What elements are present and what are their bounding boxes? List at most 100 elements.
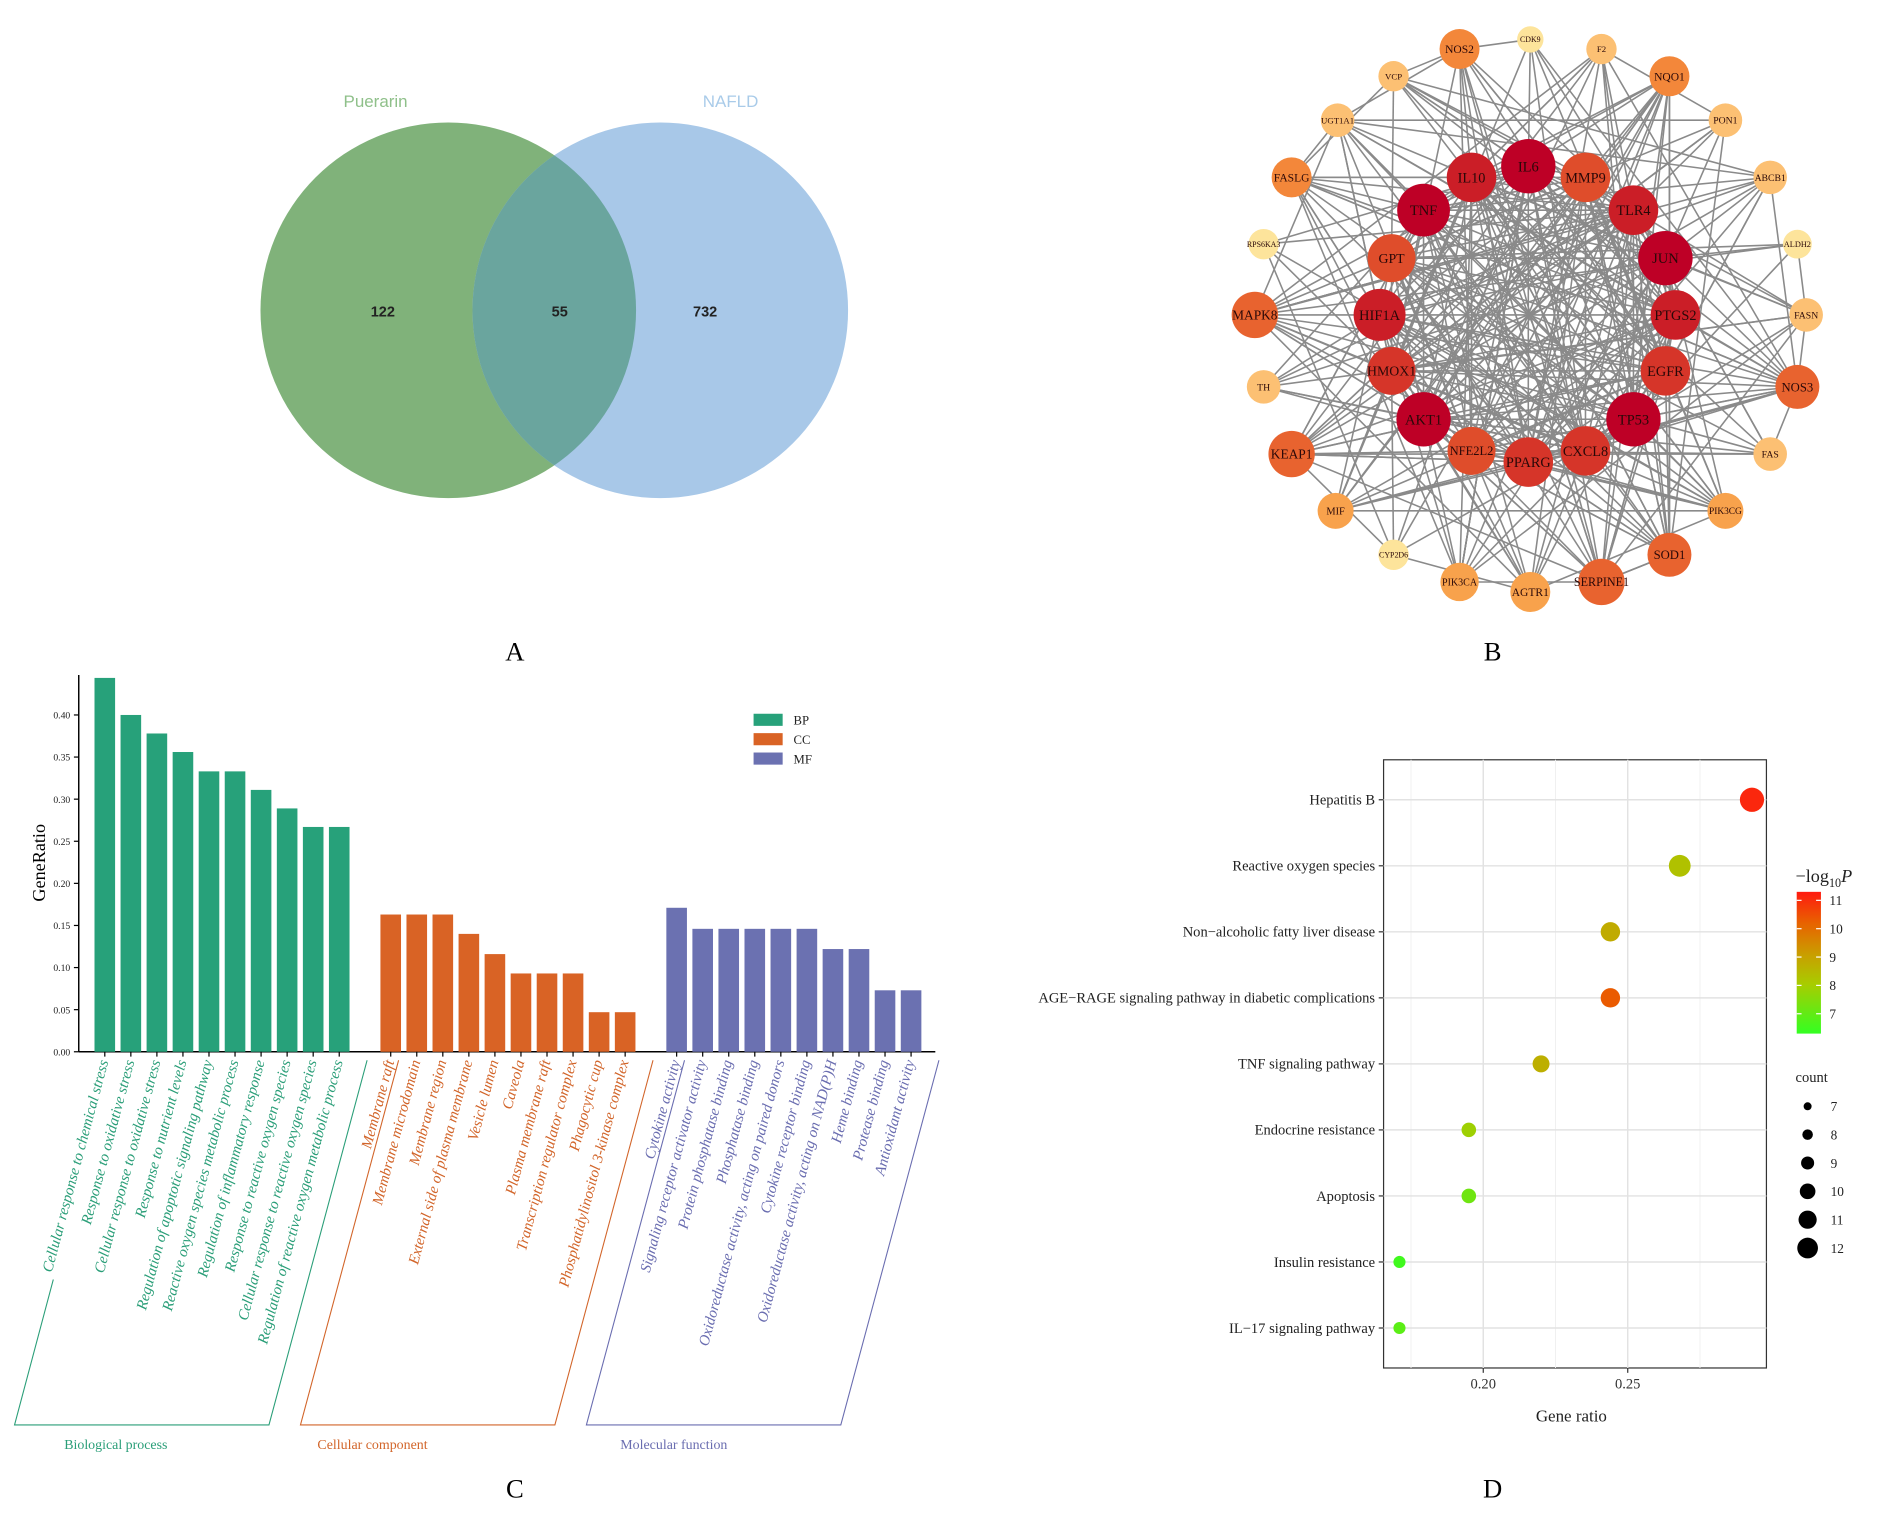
network-edge xyxy=(1390,257,1532,593)
y-tick-label: Reactive oxygen species xyxy=(1232,859,1375,875)
node-circle xyxy=(1231,291,1279,339)
data-point xyxy=(1600,988,1621,1008)
network-edge xyxy=(1458,166,1530,583)
size-legend-label: 10 xyxy=(1831,1184,1845,1199)
node-label: IL10 xyxy=(1458,170,1486,186)
color-bar-label: 10 xyxy=(1829,922,1843,937)
node-label: RPS6KA3 xyxy=(1247,240,1280,249)
network-edge xyxy=(1334,314,1381,512)
data-point xyxy=(1461,1188,1477,1204)
data-point xyxy=(1393,1321,1406,1335)
bar-bp xyxy=(302,826,324,1052)
network-node-pik3ca: PIK3CA xyxy=(1440,562,1479,602)
network-edge xyxy=(1632,257,1667,420)
network-node-faslg: FASLG xyxy=(1271,157,1312,198)
y-tick-label: 0.40 xyxy=(53,711,70,722)
network-edge xyxy=(1393,75,1771,179)
bar-bp xyxy=(120,714,142,1052)
node-circle xyxy=(1647,532,1692,577)
node-label: HIF1A xyxy=(1359,308,1401,324)
network-node-akt1: AKT1 xyxy=(1396,392,1451,447)
bar-cc xyxy=(406,914,428,1052)
y-tick-label: Endocrine resistance xyxy=(1255,1123,1376,1139)
network-edge xyxy=(1391,257,1634,420)
network-node-jun: JUN xyxy=(1638,230,1693,286)
y-tick-label: 0.00 xyxy=(53,1047,70,1058)
network-edge xyxy=(1290,48,1603,455)
category-bracket xyxy=(299,1060,654,1426)
bar-cc xyxy=(536,973,558,1052)
y-tick-label: Non−alcoholic fatty liver disease xyxy=(1183,925,1375,941)
color-bar-label: 7 xyxy=(1829,1007,1836,1022)
size-legend-dot xyxy=(1798,1210,1817,1229)
node-label: AKT1 xyxy=(1405,412,1442,428)
network-node-il6: IL6 xyxy=(1501,139,1556,194)
size-legend-label: 7 xyxy=(1831,1099,1838,1114)
node-label: VCP xyxy=(1385,71,1402,81)
node-circle xyxy=(1510,572,1551,612)
node-label: CXCL8 xyxy=(1563,444,1608,460)
node-label: MAPK8 xyxy=(1232,308,1278,323)
node-circle xyxy=(1353,288,1406,341)
node-label: CYP2D6 xyxy=(1379,551,1408,560)
color-bar-label: 9 xyxy=(1829,950,1836,965)
network-edge xyxy=(1422,209,1671,556)
bar-bp xyxy=(224,771,246,1052)
network-node-agtr1: AGTR1 xyxy=(1510,572,1551,612)
panel-label-d: D xyxy=(1483,1474,1502,1504)
network-node-mapk8: MAPK8 xyxy=(1231,291,1279,339)
ppi-network: NOS2 CDK9 F2 NQO1 VCP UGT1A1 PON1 FASLG ABCB1 RPS… xyxy=(1231,26,1823,612)
bar-mf xyxy=(770,928,792,1052)
node-label: SERPINE1 xyxy=(1574,575,1629,589)
size-legend-label: 11 xyxy=(1831,1213,1844,1228)
node-circle xyxy=(1320,103,1355,138)
y-tick-label: Apoptosis xyxy=(1316,1189,1375,1205)
node-circle xyxy=(1396,392,1451,447)
node-label: MIF xyxy=(1326,506,1345,517)
node-circle xyxy=(1753,160,1787,195)
network-edge xyxy=(1422,419,1461,583)
network-edge xyxy=(1600,48,1671,555)
x-tick-label: Caveola xyxy=(500,1058,529,1111)
network-edge xyxy=(1458,257,1667,583)
venn-diagram: Puerarin NAFLD 122 55 732 xyxy=(260,92,849,499)
y-tick-label: 0.05 xyxy=(53,1005,70,1016)
network-edge xyxy=(1458,48,1587,452)
legend-swatch-mf xyxy=(753,752,783,765)
kegg-dot-plot: 0.20 0.25 Hepatitis B Reactive oxygen speci… xyxy=(1038,759,1852,1425)
y-tick-label: Insulin resistance xyxy=(1274,1255,1375,1271)
category-bracket xyxy=(585,1060,940,1426)
network-edge xyxy=(1263,243,1393,372)
node-circle xyxy=(1397,183,1450,237)
node-label: NOS2 xyxy=(1445,44,1474,56)
node-circle xyxy=(1268,430,1315,478)
network-edge xyxy=(1769,177,1799,387)
node-circle xyxy=(1248,228,1279,260)
network-edge xyxy=(1291,370,1666,455)
bar-cc xyxy=(484,954,506,1052)
network-edge xyxy=(1290,176,1381,316)
network-edge xyxy=(1600,210,1635,583)
y-tick-label: 0.35 xyxy=(53,753,70,764)
network-edge xyxy=(1291,176,1587,455)
network-node-rps6ka3: RPS6KA3 xyxy=(1247,228,1280,260)
network-edge xyxy=(1390,370,1395,555)
bar-bp xyxy=(328,826,350,1052)
node-label: PPARG xyxy=(1506,455,1551,471)
network-edge xyxy=(1393,75,1798,388)
size-legend-label: 9 xyxy=(1831,1156,1838,1171)
network-node-fasn: FASN xyxy=(1789,298,1823,332)
venn-count-nafld-only: 732 xyxy=(693,304,717,320)
node-label: HMOX1 xyxy=(1367,364,1416,379)
node-circle xyxy=(1439,29,1480,70)
venn-label-puerarin: Puerarin xyxy=(344,92,408,111)
node-label: FASLG xyxy=(1274,172,1310,184)
bar-cc xyxy=(458,933,480,1052)
network-edge xyxy=(1291,176,1670,556)
network-edge xyxy=(1600,76,1671,583)
network-edge xyxy=(1664,177,1771,372)
node-circle xyxy=(1650,290,1701,340)
node-circle xyxy=(1638,230,1693,286)
network-node-mif: MIF xyxy=(1317,492,1354,529)
